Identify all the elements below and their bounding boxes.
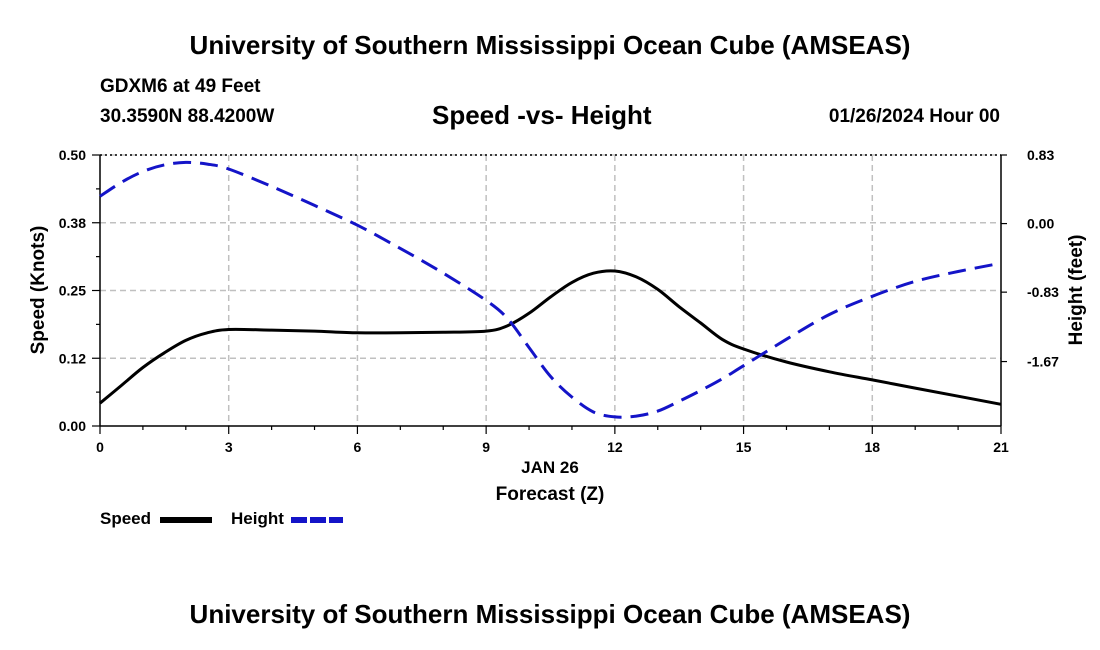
x-tick-label: 21 — [993, 439, 1009, 455]
page-title: University of Southern Mississippi Ocean… — [189, 30, 911, 60]
date-label: 01/26/2024 Hour 00 — [828, 106, 1000, 127]
series-line-height — [99, 160, 1002, 419]
footer-title: University of Southern Mississippi Ocean… — [189, 599, 911, 629]
x-axis-sublabel: JAN 26 — [521, 458, 579, 477]
station-label: GDXM6 at 49 Feet — [100, 76, 261, 97]
x-axis-label: Forecast (Z) — [496, 484, 605, 505]
series-line-speed — [99, 269, 1002, 406]
x-tick-label: 12 — [607, 439, 623, 455]
coordinates-label: 30.3590N 88.4200W — [100, 106, 275, 127]
y-tick-label-left: 0.00 — [59, 418, 86, 434]
legend-speed-label: Speed — [100, 509, 152, 528]
chart-title: Speed -vs- Height — [432, 100, 652, 130]
y-axis-label-left: Speed (Knots) — [28, 226, 49, 355]
y-tick-label-left: 0.25 — [59, 283, 86, 299]
y-tick-label-left: 0.38 — [59, 215, 86, 231]
y-tick-label-right: 0.00 — [1027, 216, 1054, 232]
y-tick-label-right: -1.67 — [1027, 354, 1059, 370]
y-axis-label-right: Height (feet) — [1066, 235, 1087, 346]
legend-height-label: Height — [231, 509, 284, 528]
x-tick-label: 0 — [96, 439, 104, 455]
y-tick-label-right: 0.83 — [1027, 147, 1054, 163]
x-tick-label: 18 — [864, 439, 880, 455]
y-tick-label-right: -0.83 — [1027, 284, 1059, 300]
x-tick-label: 6 — [354, 439, 362, 455]
x-tick-label: 9 — [482, 439, 490, 455]
y-tick-label-left: 0.50 — [59, 147, 86, 163]
x-tick-label: 15 — [736, 439, 752, 455]
x-tick-label: 3 — [225, 439, 233, 455]
y-tick-label-left: 0.12 — [59, 350, 86, 366]
